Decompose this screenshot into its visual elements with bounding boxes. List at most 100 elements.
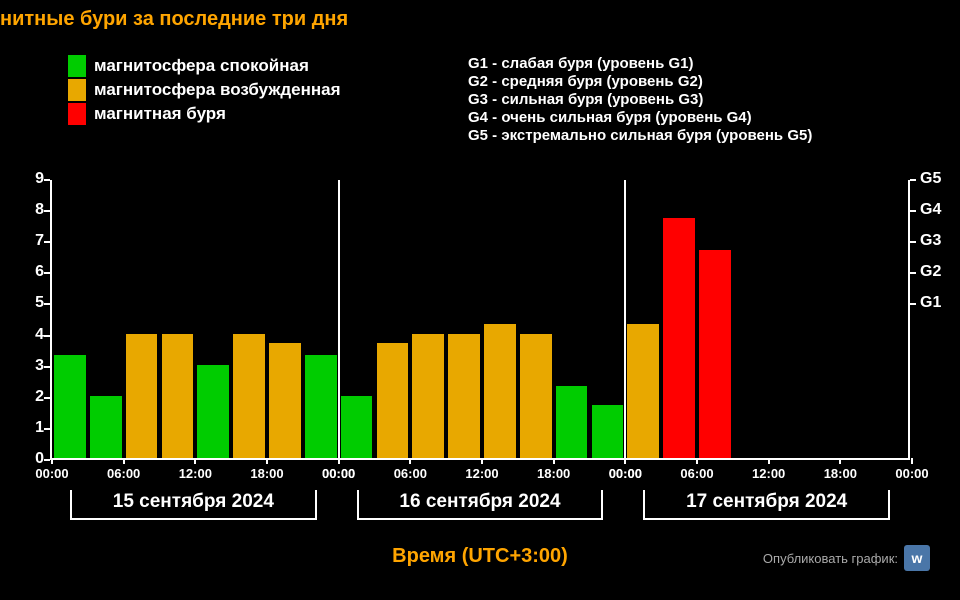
bar <box>592 405 624 458</box>
x-tick-label: 18:00 <box>824 466 857 481</box>
g-level-item: G1 - слабая буря (уровень G1) <box>468 55 812 73</box>
x-tick-label: 12:00 <box>179 466 212 481</box>
y-tick-right: G3 <box>920 232 941 250</box>
day-label-bracket: 16 сентября 2024 <box>357 490 604 520</box>
day-label: 15 сентября 2024 <box>72 490 315 513</box>
legend-item: магнитная буря <box>68 103 341 125</box>
x-tick-label: 18:00 <box>250 466 283 481</box>
bar <box>699 250 731 458</box>
legend-label: магнитосфера возбужденная <box>94 80 341 100</box>
g-level-item: G4 - очень сильная буря (уровень G4) <box>468 109 812 127</box>
x-tick-label: 00:00 <box>895 466 928 481</box>
y-tick-mark <box>910 210 916 212</box>
bar <box>305 355 337 458</box>
x-tick-mark <box>123 458 125 464</box>
bar <box>269 343 301 458</box>
bar <box>377 343 409 458</box>
y-tick-right: G1 <box>920 294 941 312</box>
y-tick-right: G2 <box>920 263 941 281</box>
y-tick-mark <box>44 179 50 181</box>
legend-label: магнитосфера спокойная <box>94 56 309 76</box>
x-tick-mark <box>266 458 268 464</box>
x-tick-label: 06:00 <box>680 466 713 481</box>
bar <box>520 334 552 458</box>
bar <box>484 324 516 458</box>
bar-chart: 00:0006:0012:0018:0000:0000:0006:0012:00… <box>50 180 910 460</box>
legend-item: магнитосфера спокойная <box>68 55 341 77</box>
y-tick-mark <box>44 459 50 461</box>
x-tick-mark <box>911 458 913 464</box>
day-divider <box>338 180 340 458</box>
y-tick-left: 5 <box>22 294 44 312</box>
y-tick-left: 0 <box>22 450 44 468</box>
bar <box>54 355 86 458</box>
x-tick-mark <box>338 458 340 464</box>
y-tick-left: 8 <box>22 201 44 219</box>
legend-swatch <box>68 55 86 77</box>
y-tick-right: G4 <box>920 201 941 219</box>
y-tick-mark <box>910 241 916 243</box>
y-tick-mark <box>44 241 50 243</box>
bar <box>448 334 480 458</box>
x-tick-label: 12:00 <box>752 466 785 481</box>
x-tick-label: 00:00 <box>322 466 355 481</box>
vk-share-icon[interactable]: w <box>904 545 930 571</box>
day-label-bracket: 15 сентября 2024 <box>70 490 317 520</box>
x-tick-mark <box>839 458 841 464</box>
x-tick-mark <box>51 458 53 464</box>
bar <box>412 334 444 458</box>
y-tick-left: 6 <box>22 263 44 281</box>
day-label-bracket: 17 сентября 2024 <box>643 490 890 520</box>
x-tick-mark <box>409 458 411 464</box>
x-tick-label: 18:00 <box>537 466 570 481</box>
bar <box>233 334 265 458</box>
x-tick-mark <box>553 458 555 464</box>
y-tick-mark <box>44 428 50 430</box>
x-tick-mark <box>624 458 626 464</box>
chart-title: нитные бури за последние три дня <box>0 8 348 31</box>
y-tick-left: 3 <box>22 357 44 375</box>
bar <box>663 218 695 458</box>
x-tick-mark <box>768 458 770 464</box>
y-tick-mark <box>910 272 916 274</box>
y-tick-mark <box>44 335 50 337</box>
y-tick-left: 2 <box>22 388 44 406</box>
bar <box>627 324 659 458</box>
g-level-item: G3 - сильная буря (уровень G3) <box>468 91 812 109</box>
y-tick-mark <box>910 179 916 181</box>
legend-label: магнитная буря <box>94 104 226 124</box>
x-tick-mark <box>194 458 196 464</box>
day-divider <box>624 180 626 458</box>
day-label: 17 сентября 2024 <box>645 490 888 513</box>
y-tick-left: 4 <box>22 326 44 344</box>
bar <box>162 334 194 458</box>
legend: магнитосфера спокойная магнитосфера возбу… <box>68 55 341 127</box>
bar <box>341 396 373 458</box>
y-tick-mark <box>44 272 50 274</box>
y-tick-left: 1 <box>22 419 44 437</box>
bar <box>126 334 158 458</box>
y-tick-left: 7 <box>22 232 44 250</box>
y-tick-mark <box>44 303 50 305</box>
y-tick-mark <box>910 303 916 305</box>
x-tick-label: 00:00 <box>609 466 642 481</box>
publish-label: Опубликовать график: <box>763 551 898 566</box>
x-tick-mark <box>696 458 698 464</box>
bar <box>90 396 122 458</box>
y-tick-mark <box>44 366 50 368</box>
legend-swatch <box>68 103 86 125</box>
g-level-descriptions: G1 - слабая буря (уровень G1)G2 - средня… <box>468 55 812 145</box>
x-tick-label: 00:00 <box>35 466 68 481</box>
x-tick-label: 06:00 <box>394 466 427 481</box>
x-tick-mark <box>481 458 483 464</box>
legend-item: магнитосфера возбужденная <box>68 79 341 101</box>
y-tick-left: 9 <box>22 170 44 188</box>
g-level-item: G5 - экстремально сильная буря (уровень … <box>468 127 812 145</box>
bar <box>556 386 588 458</box>
y-tick-mark <box>44 397 50 399</box>
x-tick-label: 06:00 <box>107 466 140 481</box>
y-tick-right: G5 <box>920 170 941 188</box>
legend-swatch <box>68 79 86 101</box>
bar <box>197 365 229 458</box>
g-level-item: G2 - средняя буря (уровень G2) <box>468 73 812 91</box>
